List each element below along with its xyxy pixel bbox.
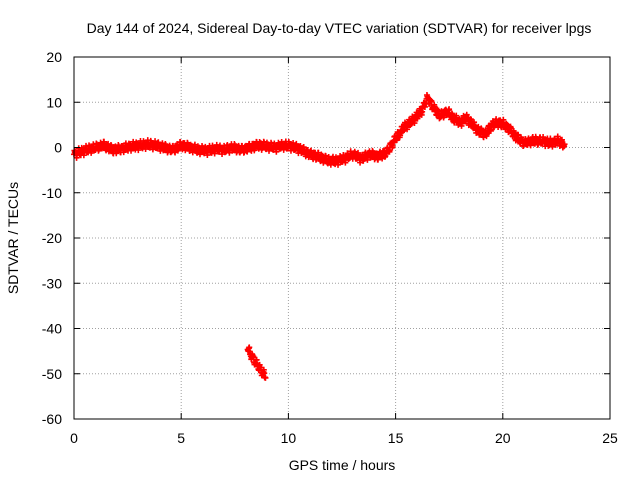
y-tick-label: -20 [42, 230, 62, 246]
x-tick-label: 10 [281, 430, 297, 446]
x-tick-label: 0 [70, 430, 78, 446]
x-tick-label: 20 [495, 430, 511, 446]
x-axis-label: GPS time / hours [289, 457, 396, 473]
y-tick-label: -30 [42, 275, 62, 291]
y-tick-label: -50 [42, 366, 62, 382]
y-tick-label: 10 [46, 94, 62, 110]
grid-lines [74, 57, 610, 419]
data-point [561, 141, 568, 148]
x-tick-label: 15 [388, 430, 404, 446]
y-axis-label: SDTVAR / TECUs [5, 182, 21, 294]
y-tick-label: 0 [54, 140, 62, 156]
x-tick-label: 25 [602, 430, 618, 446]
x-tick-group: 0 5 10 15 20 25 [70, 57, 618, 446]
y-tick-label: 20 [46, 49, 62, 65]
y-tick-group: 20 10 0 -10 -20 -30 -40 -50 -60 [42, 49, 610, 427]
series-outlier [244, 344, 269, 381]
data-point [262, 374, 269, 381]
x-tick-label: 5 [177, 430, 185, 446]
y-tick-label: -10 [42, 185, 62, 201]
series-layer [71, 92, 568, 381]
y-tick-label: -60 [42, 411, 62, 427]
y-tick-label: -40 [42, 321, 62, 337]
series-main [71, 92, 568, 168]
chart-title: Day 144 of 2024, Sidereal Day-to-day VTE… [87, 20, 592, 36]
